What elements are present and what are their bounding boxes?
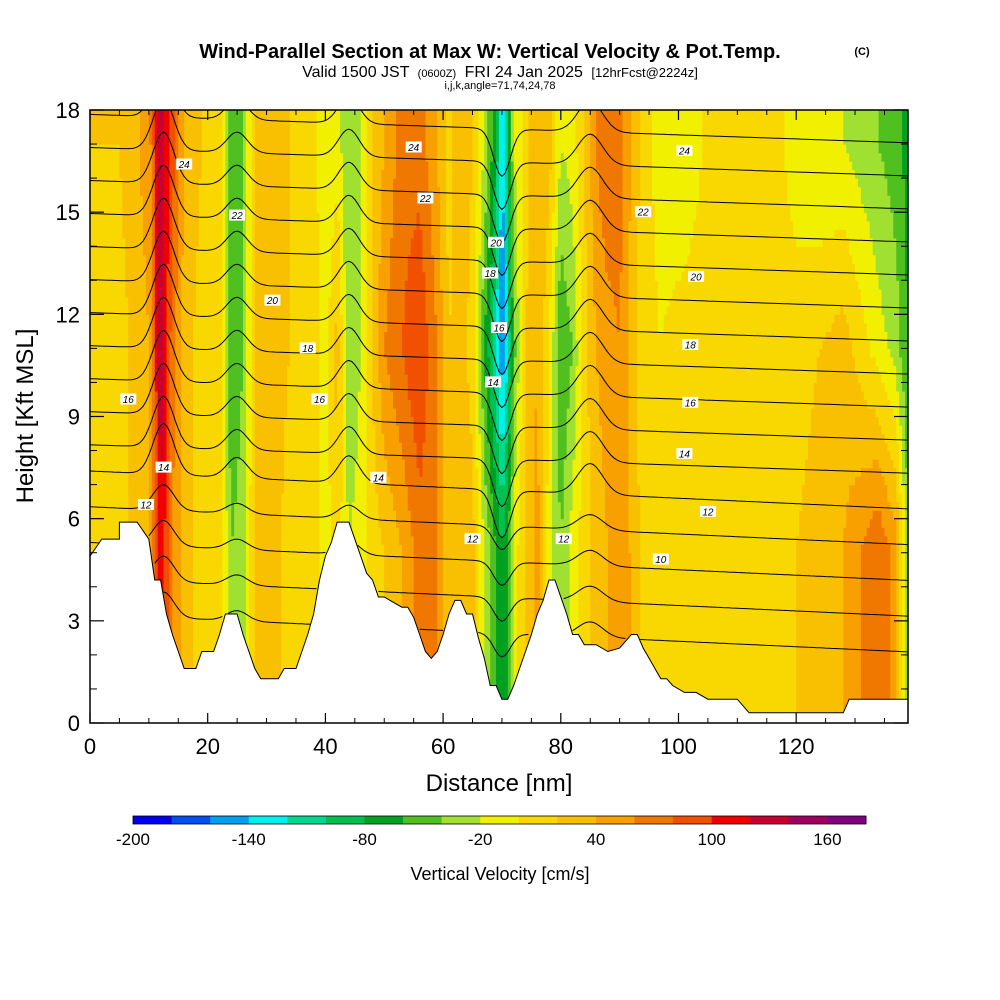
chart-title: Wind-Parallel Section at Max W: Vertical… xyxy=(199,41,780,63)
chart-subtitle: Valid 1500 JST (0600Z) FRI 24 Jan 2025 [… xyxy=(302,64,698,81)
subtitle-date: FRI 24 Jan 2025 xyxy=(465,64,583,81)
chart: Wind-Parallel Section at Max W: Vertical… xyxy=(0,0,1000,1000)
subtitle-utc: (0600Z) xyxy=(418,68,457,80)
vertical-velocity-field xyxy=(90,110,909,724)
subtitle-forecast: [12hrFcst@2224z] xyxy=(591,65,697,80)
chart-indices: i,j,k,angle=71,74,24,78 xyxy=(444,80,555,92)
subtitle-valid: Valid 1500 JST xyxy=(302,64,410,81)
copyright-mark: (C) xyxy=(854,46,870,58)
